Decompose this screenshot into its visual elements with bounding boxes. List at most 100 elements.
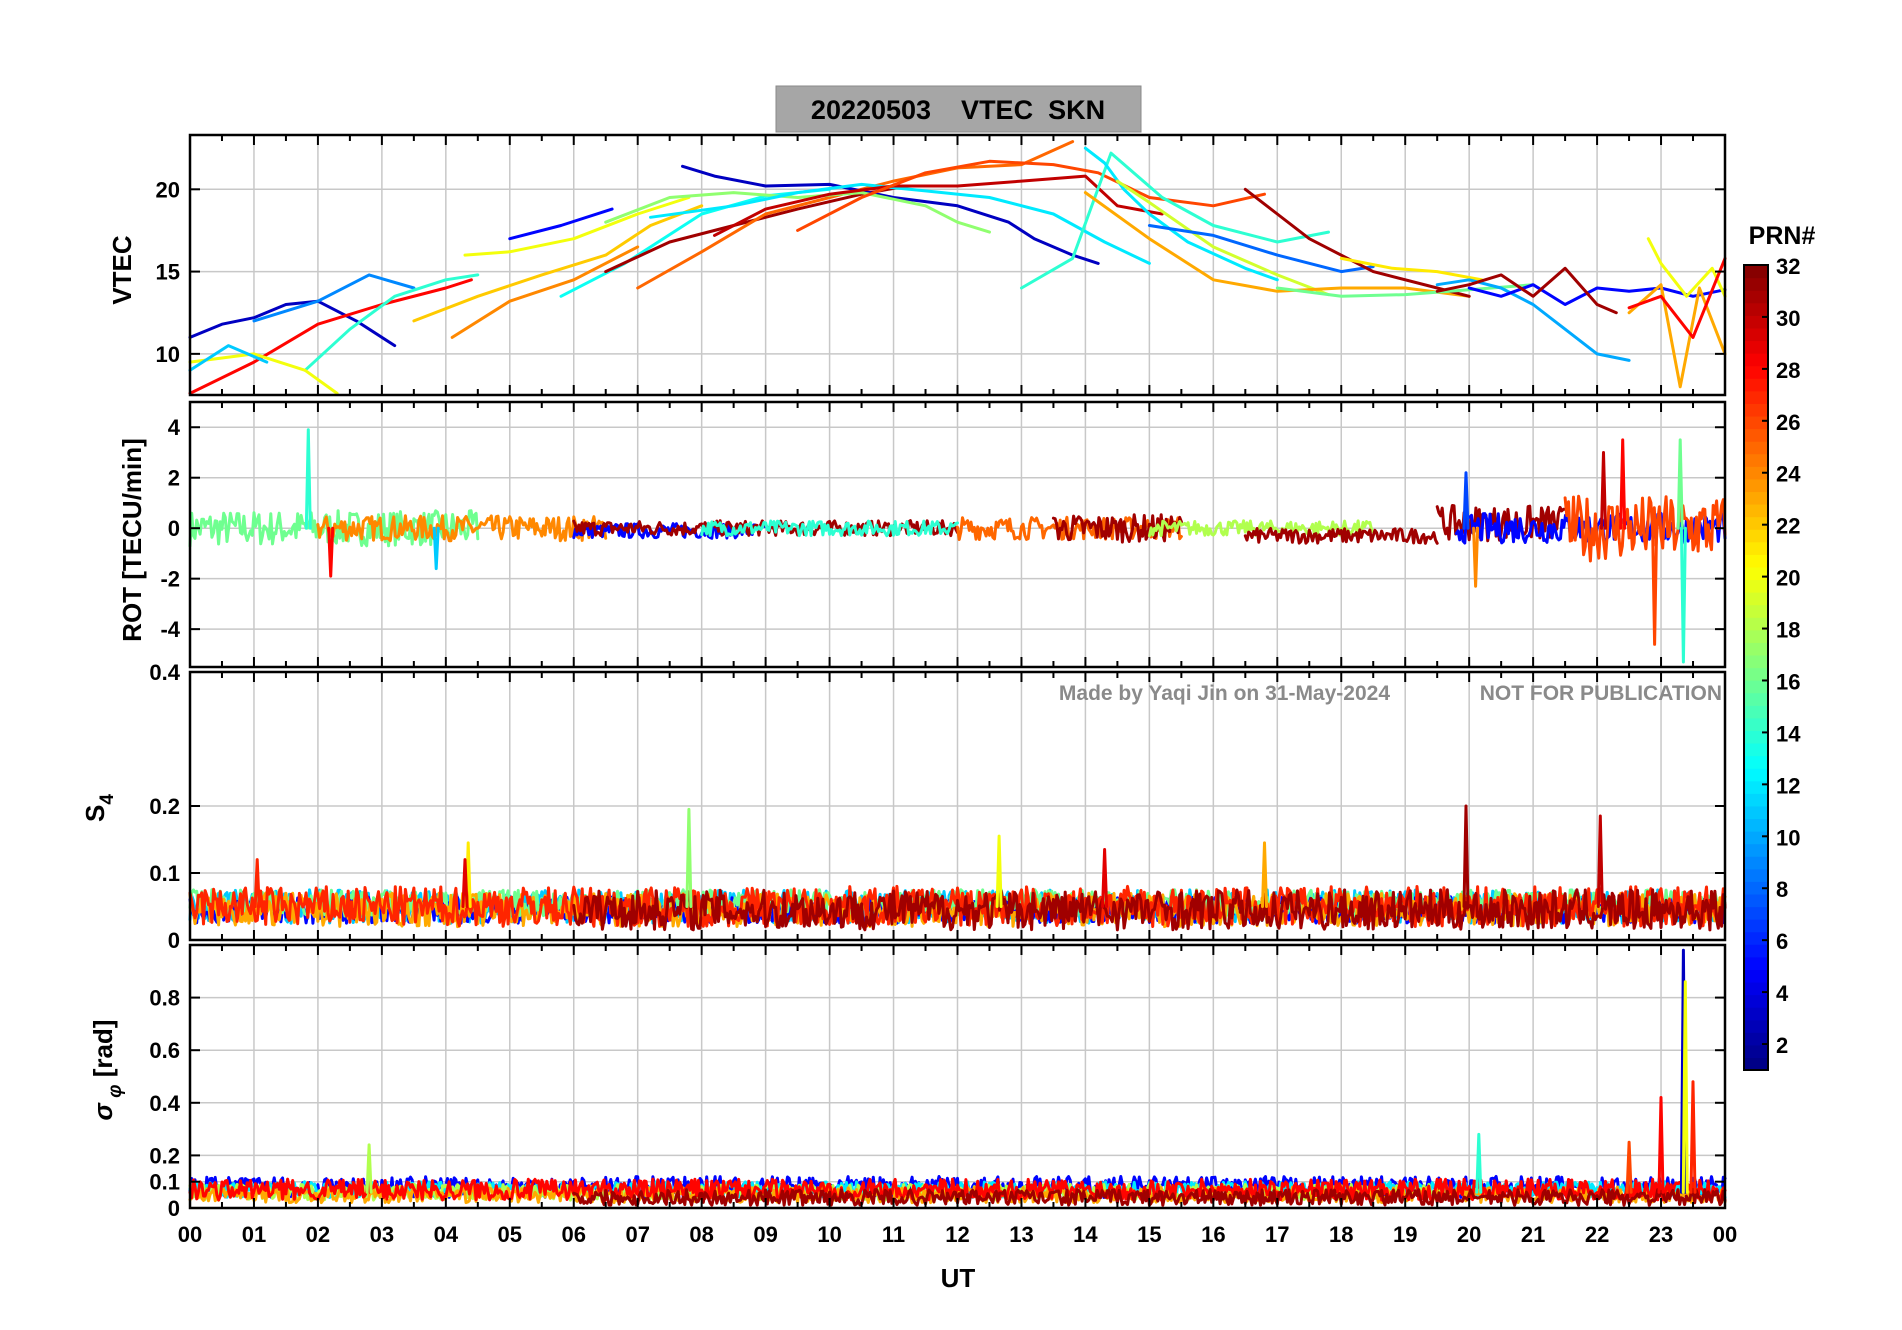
colorbar-tick-label: 28 [1776,358,1800,383]
vtec-series-prn-23 [1627,283,1727,389]
vtec-series-prn-23 [1083,191,1471,298]
x-tick-label: 07 [625,1222,649,1247]
x-tick-label: 20 [1457,1222,1481,1247]
vtec-series-prn-21 [1339,256,1484,282]
colorbar-tick-label: 22 [1776,514,1800,539]
colorbar-strip [1744,717,1768,731]
x-tick-label: 21 [1521,1222,1545,1247]
vtec-series-prn-12 [649,182,1151,265]
s4-ytick-label: 0 [168,928,180,953]
colorbar-gradient [1744,265,1768,1071]
rot-trace-prn-31 [1051,513,1183,544]
colorbar-strip [1744,931,1768,945]
vtec-series-prn-16 [1275,283,1535,298]
colorbar-strip [1744,956,1768,970]
vtec-series-prn-22 [412,204,704,323]
sigma_phi-spike-prn-20 [1681,980,1689,1194]
colorbar-strip [1744,1057,1768,1071]
colorbar-strip [1744,906,1768,920]
sigma-panel: 00.10.2 0.4 0.6 0.8 σ φ [rad] [88,943,1727,1221]
x-tick-label: 13 [1009,1222,1033,1247]
x-tick-label: 01 [242,1222,266,1247]
colorbar-strip [1744,491,1768,505]
vtec-series-prn-3 [188,299,397,348]
rot-ylabel: ROT [TECU/min] [117,438,147,642]
vtec-series-group [188,140,1727,395]
sigma_phi-trace-prn-28 [188,1177,1727,1202]
vtec-series-prn-10 [1435,278,1631,362]
colorbar-strip [1744,466,1768,480]
rot-spike-prn-28 [327,526,335,578]
sigma_phi-ytick-label: 0.6 [149,1038,180,1063]
x-tick-label: 17 [1265,1222,1289,1247]
s4-spike-prn-29 [1101,848,1109,908]
colorbar-strip [1744,617,1768,631]
vtec-ytick-label: 15 [156,260,180,285]
rot-ytick-label: 2 [168,466,180,491]
colorbar-strip [1744,403,1768,417]
colorbar-strip [1744,667,1768,681]
vtec-series-prn-20 [463,196,691,257]
colorbar-strip [1744,516,1768,530]
colorbar-strip [1744,327,1768,342]
sigma_phi-ytick-label: 0.2 [149,1143,180,1168]
x-tick-label: 04 [434,1222,459,1247]
colorbar-strip [1744,981,1768,996]
vtec-ytick-label: 20 [156,177,180,202]
vtec-series-prn-5 [508,207,614,241]
s4-ylabel: S4 [80,794,118,822]
rot-spike-prn-26 [1651,526,1659,646]
x-tick-label: 00 [178,1222,202,1247]
colorbar-strip [1744,441,1768,455]
colorbar-strip [1744,503,1768,518]
colorbar-strip [1744,893,1768,908]
colorbar-strip [1744,944,1768,958]
colorbar-strip [1744,768,1768,782]
vtec-series-prn-28 [1627,256,1727,339]
colorbar-strip [1744,856,1768,870]
colorbar-tick-label: 30 [1776,306,1800,331]
x-axis-label: UT [941,1263,976,1293]
vtec-series-prn-24 [450,245,640,339]
vtec-series-prn-12 [1083,146,1279,282]
s4-panel: 0 0.1 0.2 0.4 S4 [80,660,1727,953]
vtec-series-prn-13 [559,187,832,298]
s4-series-group [188,804,1727,932]
colorbar-strip [1744,780,1768,794]
colorbar-strip [1744,730,1768,744]
rot-ytick-label: -4 [160,617,180,642]
sigma_phi-ytick-label: 0.4 [149,1091,180,1116]
s4-spike-prn-27 [253,858,261,908]
colorbar-strip [1744,805,1768,820]
vtec-series-prn-17 [604,191,991,234]
colorbar-strip [1744,453,1768,467]
colorbar-strip [1744,969,1768,983]
colorbar-strip [1744,315,1768,329]
x-tick-label: 11 [882,1222,905,1247]
s4-ytick-label: 0.1 [149,861,180,886]
colorbar-strip [1744,554,1768,568]
colorbar-strip [1744,654,1768,669]
colorbar-strip [1744,1007,1768,1021]
vtec-series-prn-19 [1115,179,1330,297]
s4-spike-prn-31 [1462,804,1470,908]
colorbar-tick-label: 8 [1776,877,1788,902]
sigma_phi-spike-prn-27 [1689,1080,1697,1194]
rot-trace-prn-18 [1147,519,1375,538]
colorbar-tick-label: 10 [1776,825,1800,850]
colorbar-strip [1744,818,1768,832]
x-tick-label: 10 [817,1222,841,1247]
x-tick-labels: 00 01 02 03 04 05 06 07 08 09 10 11 12 13 14 15 16 17 18 19… [178,1222,1737,1247]
vtec-grid [190,135,1725,395]
rot-spike-prn-16 [1676,438,1684,530]
rot-spike-prn-30 [1600,451,1607,530]
rot-spike-prn-14 [1679,526,1687,664]
colorbar-strip [1744,793,1768,807]
s4-spike-prn-17 [685,807,693,908]
colorbar-strip [1744,642,1768,656]
colorbar-strip [1744,831,1768,845]
colorbar-strip [1744,265,1768,279]
vtec-series-prn-28 [188,278,473,395]
colorbar-strip [1744,1032,1768,1046]
